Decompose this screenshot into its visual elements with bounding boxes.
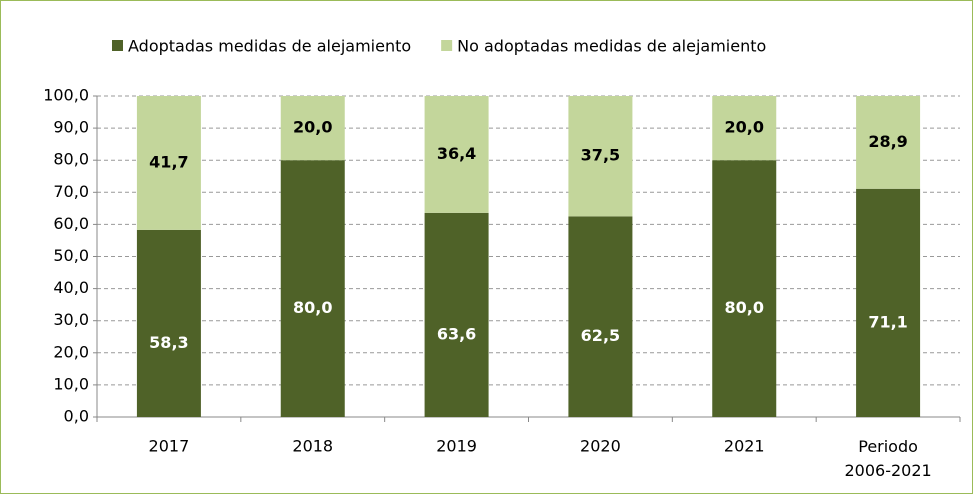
bar-segment	[568, 96, 633, 217]
x-tick-label: 2017	[149, 437, 190, 456]
x-tick-label: Periodo 2006-2021	[844, 437, 931, 480]
data-label: 37,5	[581, 146, 620, 165]
data-label: 20,0	[293, 118, 332, 137]
y-tick-label: 50,0	[53, 246, 89, 265]
y-tick-label: 0,0	[64, 407, 89, 426]
bar-segment	[136, 229, 201, 417]
bar-segment	[424, 96, 489, 213]
legend-label: Adoptadas medidas de alejamiento	[128, 37, 411, 56]
x-tick-label: 2021	[724, 437, 765, 456]
data-label: 80,0	[725, 298, 764, 317]
data-label: 20,0	[725, 118, 764, 137]
bar-segment	[856, 96, 921, 189]
bar-segment	[568, 216, 633, 417]
x-tick-label: 2019	[436, 437, 477, 456]
y-tick-label: 20,0	[53, 342, 89, 361]
legend-swatch	[112, 40, 123, 51]
y-tick-label: 40,0	[53, 278, 89, 297]
legend-label: No adoptadas medidas de alejamiento	[457, 37, 766, 56]
bar-segment	[280, 96, 345, 161]
data-label: 36,4	[437, 144, 476, 163]
y-tick-label: 30,0	[53, 310, 89, 329]
x-tick-label: 2018	[292, 437, 333, 456]
y-tick-label: 70,0	[53, 182, 89, 201]
bar-segment	[712, 96, 777, 161]
bar-segment	[280, 160, 345, 417]
data-label: 28,9	[868, 132, 907, 151]
data-label: 58,3	[149, 333, 188, 352]
data-label: 71,1	[868, 312, 907, 331]
y-tick-label: 80,0	[53, 150, 89, 169]
y-tick-label: 60,0	[53, 214, 89, 233]
bar-segment	[856, 188, 921, 417]
data-label: 63,6	[437, 324, 476, 343]
y-tick-label: 100,0	[43, 86, 89, 105]
bar-segment	[424, 212, 489, 417]
y-tick-label: 10,0	[53, 374, 89, 393]
bar-segment	[136, 96, 201, 230]
legend-swatch	[441, 40, 453, 51]
y-tick-label: 90,0	[53, 118, 89, 137]
x-tick-label: 2020	[580, 437, 621, 456]
data-label: 62,5	[581, 326, 620, 345]
bar-segment	[712, 160, 777, 417]
data-label: 41,7	[149, 152, 188, 171]
data-label: 80,0	[293, 298, 332, 317]
